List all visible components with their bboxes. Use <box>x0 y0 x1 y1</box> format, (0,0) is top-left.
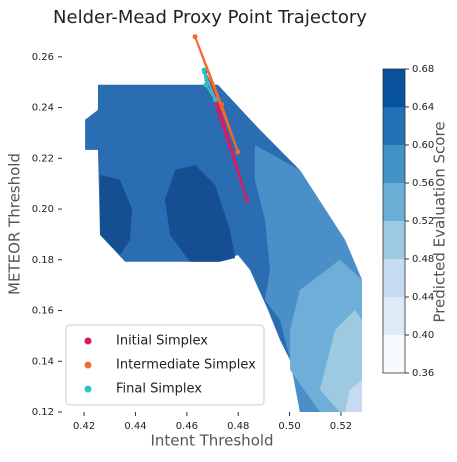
x-tick-label: 0.46 <box>176 421 198 432</box>
y-tick-label: 0.20 <box>32 204 54 215</box>
colorbar-tick-label: 0.44 <box>412 292 434 303</box>
colorbar-tick-label: 0.36 <box>412 368 434 379</box>
legend-box <box>65 324 265 406</box>
contour-region <box>100 174 133 255</box>
legend-marker <box>84 337 92 345</box>
colorbar-tick-label: 0.48 <box>412 254 434 265</box>
colorbar-label: Predicted Evaluation Score <box>431 121 449 322</box>
legend-label: Initial Simplex <box>116 334 208 349</box>
simplex-point <box>235 149 241 155</box>
colorbar-tick-label: 0.52 <box>412 216 434 227</box>
simplex-edges <box>203 69 217 101</box>
colorbar-band <box>383 183 405 221</box>
colorbar-tick-label: 0.68 <box>412 64 434 75</box>
y-axis-label: METEOR Threshold <box>6 153 24 295</box>
simplex-point <box>219 102 225 108</box>
colorbar-tick-label: 0.56 <box>412 178 434 189</box>
y-tick-label: 0.12 <box>32 407 54 418</box>
simplex-edges <box>203 71 248 201</box>
simplex-point <box>201 67 207 73</box>
simplex-point <box>192 34 198 40</box>
x-tick-label: 0.48 <box>227 421 249 432</box>
y-tick-label: 0.22 <box>32 153 54 164</box>
colorbar-band <box>383 335 405 373</box>
chart-title: Nelder-Mead Proxy Point Trajectory <box>53 7 367 28</box>
simplex-point <box>203 82 209 88</box>
x-tick-label: 0.52 <box>330 421 352 432</box>
legend-marker <box>84 385 92 393</box>
colorbar-band <box>383 69 405 107</box>
contour-region <box>164 164 236 262</box>
y-tick-label: 0.18 <box>32 255 54 266</box>
y-tick-label: 0.24 <box>32 103 54 114</box>
colorbar-band <box>383 297 405 335</box>
colorbar-band <box>383 221 405 259</box>
y-tick-label: 0.26 <box>32 52 54 63</box>
y-tick-label: 0.14 <box>32 356 54 367</box>
y-tick-label: 0.16 <box>32 306 54 317</box>
colorbar-tick-label: 0.60 <box>412 140 434 151</box>
simplex-edges <box>194 36 239 153</box>
x-axis-label: Intent Threshold <box>150 432 273 450</box>
x-tick-label: 0.42 <box>73 421 95 432</box>
colorbar-tick-label: 0.40 <box>412 330 434 341</box>
colorbar-band <box>383 145 405 183</box>
contour-region <box>345 380 362 412</box>
x-tick-label: 0.50 <box>278 421 300 432</box>
legend-label: Intermediate Simplex <box>116 358 256 373</box>
colorbar-band <box>383 107 405 145</box>
contour-region <box>319 310 362 412</box>
legend-marker <box>84 361 92 369</box>
colorbar-tick-label: 0.64 <box>412 102 434 113</box>
simplex-point <box>244 197 250 203</box>
x-tick-label: 0.44 <box>124 421 146 432</box>
colorbar-band <box>383 259 405 297</box>
legend-label: Final Simplex <box>116 382 202 397</box>
simplex-point <box>212 97 218 103</box>
